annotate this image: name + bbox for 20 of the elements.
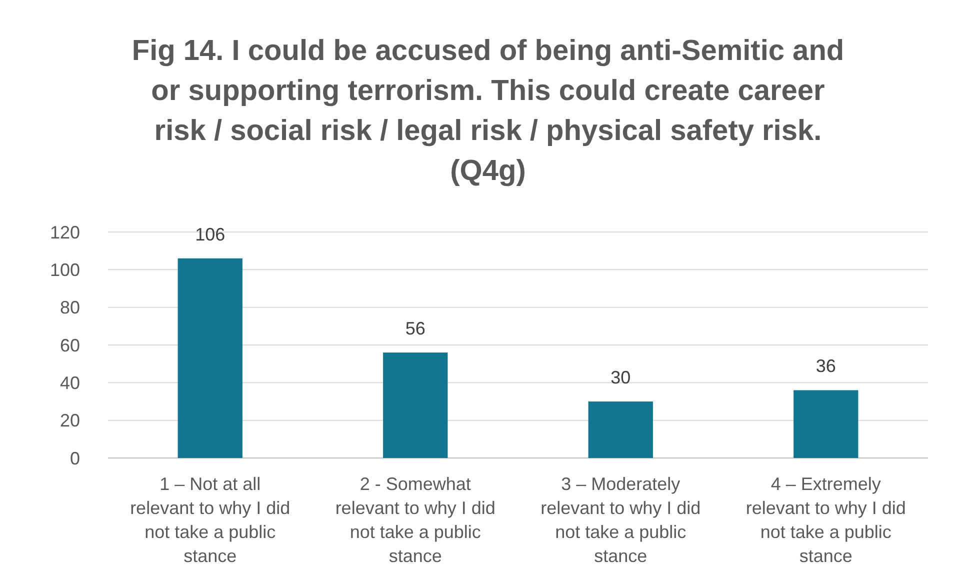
- x-tick-label: 3 – Moderately relevant to why I did not take a public stance: [540, 474, 701, 566]
- y-tick-label: 40: [60, 372, 80, 393]
- x-tick-label: 2 - Somewhat relevant to why I did not take a public stance: [335, 474, 496, 566]
- bar: [178, 258, 242, 458]
- data-label: 30: [610, 368, 631, 388]
- data-label: 56: [405, 318, 426, 339]
- y-tick-label: 60: [60, 335, 80, 356]
- y-tick-label: 20: [60, 410, 80, 431]
- bar: [588, 402, 653, 458]
- y-tick-label: 0: [70, 448, 80, 468]
- y-tick-label: 80: [60, 298, 80, 318]
- data-label: 36: [816, 356, 836, 376]
- x-tick-label: 1 – Not at all relevant to why I did not take a public stance: [130, 474, 290, 566]
- y-tick-label: 100: [50, 260, 80, 280]
- bar: [794, 390, 858, 458]
- chart-title: Fig 14. I could be accused of being anti-Semitic and or supporting terrorism. This could create career risk / social risk / legal risk / physical safety risk. (Q4g): [132, 35, 844, 187]
- y-tick-label: 120: [50, 222, 80, 242]
- data-label: 106: [195, 224, 226, 244]
- x-tick-label: 4 – Extremely relevant to why I did not take a public stance: [746, 474, 906, 566]
- bar: [383, 352, 448, 458]
